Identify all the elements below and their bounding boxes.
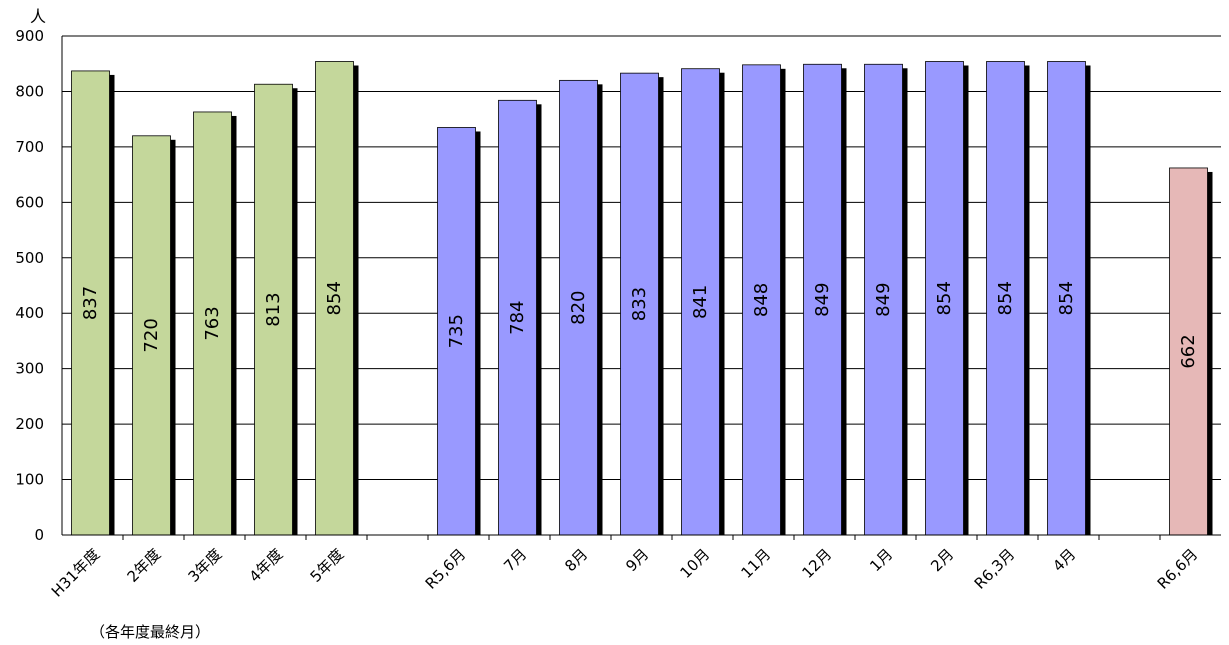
y-tick-label: 0 (34, 526, 44, 544)
x-category-label: 2年度 (124, 545, 165, 586)
bar-value-label: 854 (324, 281, 345, 315)
x-category-label: R6,6月 (1154, 545, 1202, 593)
bar-value-label: 763 (202, 306, 223, 340)
y-tick-label: 100 (15, 471, 44, 489)
x-category-label: 11月 (737, 545, 774, 582)
bar (315, 61, 354, 536)
x-category-label: 1月 (866, 545, 896, 575)
bar-value-label: 735 (446, 314, 467, 348)
y-axis-unit-label: 人 (30, 7, 46, 26)
x-category-label: 3年度 (185, 545, 226, 586)
bar-value-label: 849 (873, 282, 894, 316)
bar-value-label: 833 (629, 287, 650, 321)
y-tick-label: 500 (15, 249, 44, 267)
bar (681, 68, 720, 536)
x-category-label: R5,6月 (422, 545, 470, 593)
x-category-label: 8月 (561, 545, 591, 575)
x-category-label: 5年度 (307, 545, 348, 586)
bar (864, 63, 903, 536)
bar (925, 61, 964, 536)
x-category-label: 4月 (1049, 545, 1079, 575)
bar-value-label: 854 (1056, 281, 1077, 315)
x-category-label: H31年度 (48, 545, 103, 600)
bar (193, 111, 232, 536)
y-tick-label: 700 (15, 138, 44, 156)
y-tick-label: 900 (15, 27, 44, 45)
y-tick-label: 800 (15, 82, 44, 100)
x-category-label: 12月 (798, 545, 835, 582)
bar (620, 72, 659, 536)
bar-value-label: 841 (690, 285, 711, 319)
y-tick-label: 400 (15, 304, 44, 322)
y-tick-label: 600 (15, 193, 44, 211)
x-category-label: 4年度 (246, 545, 287, 586)
y-tick-label: 300 (15, 360, 44, 378)
bar-value-label: 837 (80, 286, 101, 320)
x-category-label: 7月 (500, 545, 530, 575)
bar-value-label: 662 (1178, 334, 1199, 368)
bar (986, 61, 1025, 536)
bar-value-label: 813 (263, 292, 284, 326)
x-category-label: 2月 (927, 545, 957, 575)
x-category-label: 10月 (676, 545, 713, 582)
bar (254, 83, 293, 536)
bar-value-label: 784 (507, 300, 528, 334)
bar (742, 64, 781, 536)
bar (498, 99, 537, 536)
bar (1169, 167, 1208, 536)
y-tick-label: 200 (15, 415, 44, 433)
bar-value-label: 820 (568, 290, 589, 324)
bar-value-label: 720 (141, 318, 162, 352)
x-category-label: R6,3月 (971, 545, 1019, 593)
bar (1047, 61, 1086, 536)
bar (71, 70, 110, 536)
x-category-label: 9月 (622, 545, 652, 575)
bar (559, 79, 598, 536)
bar-value-label: 854 (934, 281, 955, 315)
bar-value-label: 854 (995, 281, 1016, 315)
bar (437, 127, 476, 536)
bar-value-label: 848 (751, 283, 772, 317)
bar (803, 63, 842, 536)
footnote: （各年度最終月） (90, 623, 210, 641)
bar-value-label: 849 (812, 282, 833, 316)
